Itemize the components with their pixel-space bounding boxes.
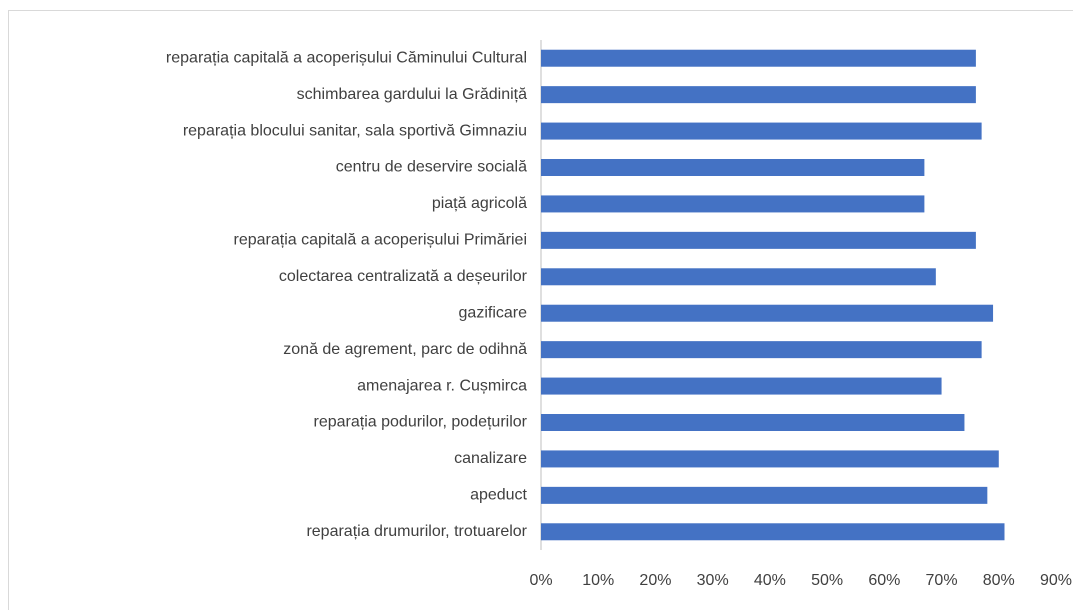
y-tick-label: reparația capitală a acoperișului Căminu… <box>166 49 527 66</box>
x-tick-label: 80% <box>983 572 1015 589</box>
bar <box>541 86 976 104</box>
bar <box>541 195 925 213</box>
bar <box>541 268 936 286</box>
bar <box>541 231 976 249</box>
x-tick-label: 70% <box>926 572 958 589</box>
x-tick-label: 20% <box>639 572 671 589</box>
x-tick-label: 10% <box>582 572 614 589</box>
y-tick-label: apeduct <box>470 487 527 504</box>
x-tick-label: 90% <box>1040 572 1072 589</box>
chart-frame <box>8 10 1073 610</box>
x-tick-label: 50% <box>811 572 843 589</box>
y-tick-label: piață agricolă <box>432 195 527 212</box>
bar <box>541 523 1005 541</box>
bar <box>541 341 982 359</box>
y-tick-label: reparația drumurilor, trotuarelor <box>306 523 527 540</box>
bar <box>541 414 965 431</box>
bar <box>541 450 999 468</box>
bar <box>541 159 925 176</box>
x-tick-label: 60% <box>868 572 900 589</box>
x-tick-label: 0% <box>529 572 552 589</box>
y-tick-label: amenajarea r. Cușmirca <box>357 377 527 394</box>
bar <box>541 304 994 322</box>
y-tick-label: zonă de agrement, parc de odihnă <box>283 341 527 358</box>
x-tick-label: 30% <box>697 572 729 589</box>
bar <box>541 49 976 67</box>
x-tick-label: 40% <box>754 572 786 589</box>
y-tick-label: reparația blocului sanitar, sala sportiv… <box>183 122 527 139</box>
y-tick-label: reparația podurilor, podețurilor <box>314 414 528 431</box>
y-tick-label: reparația capitală a acoperișului Primăr… <box>234 232 527 249</box>
y-tick-label: centru de deservire socială <box>336 159 527 176</box>
y-tick-label: schimbarea gardului la Grădiniță <box>297 86 527 103</box>
y-tick-label: gazificare <box>459 304 528 321</box>
y-tick-label: colectarea centralizată a deșeurilor <box>279 268 528 285</box>
bar <box>541 377 942 395</box>
bar <box>541 122 982 140</box>
bar <box>541 486 988 504</box>
y-tick-label: canalizare <box>454 450 527 467</box>
